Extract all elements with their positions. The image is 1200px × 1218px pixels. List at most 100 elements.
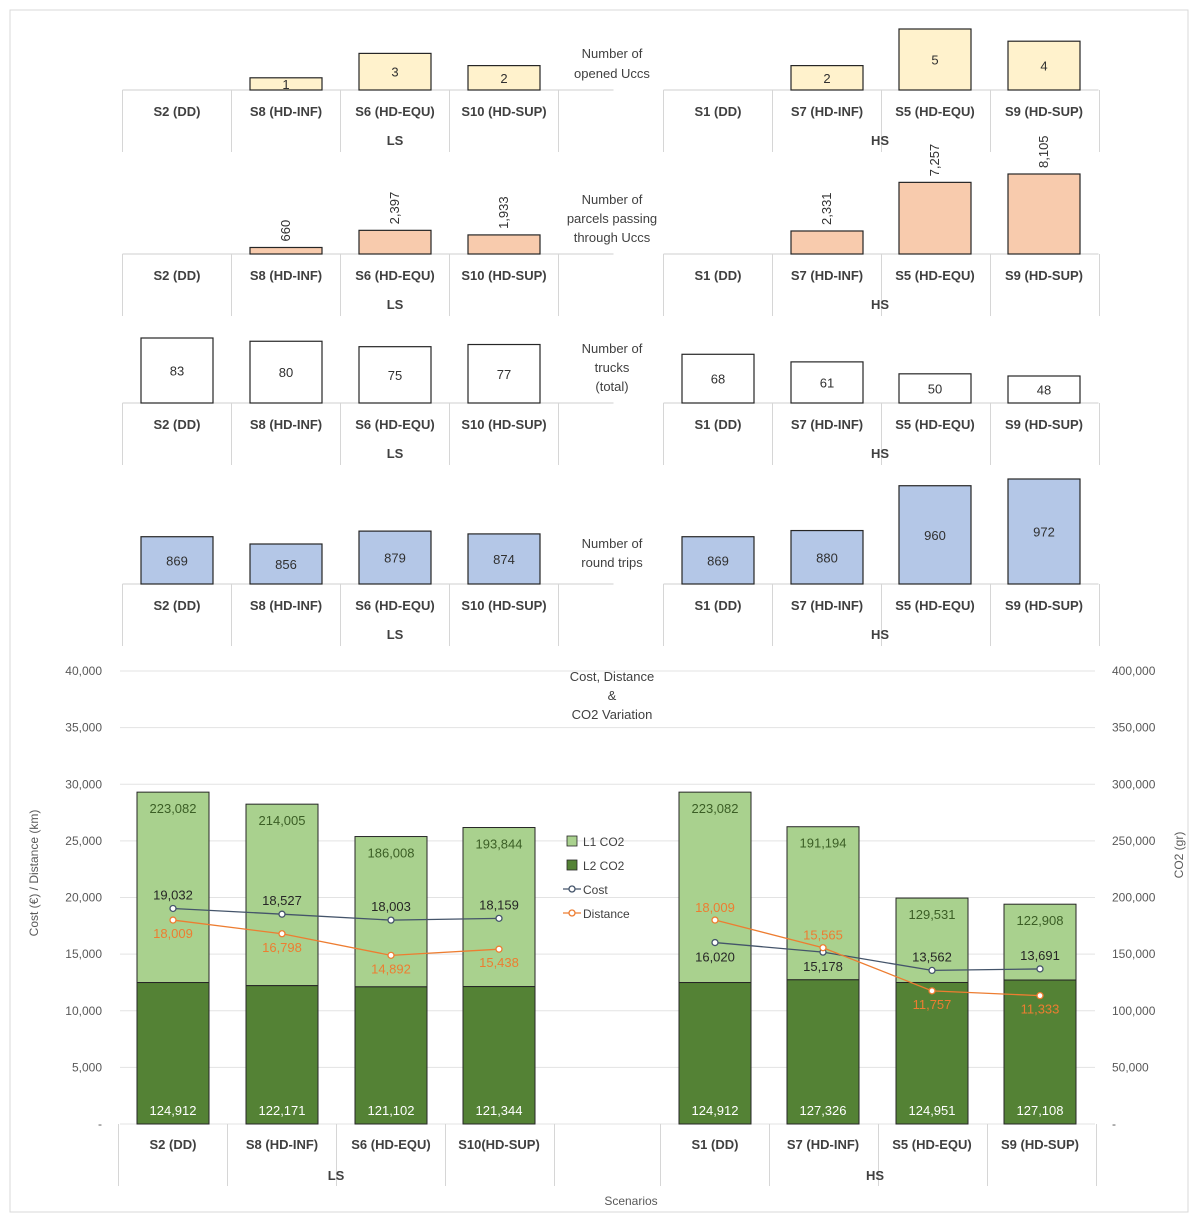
- series-line-distance: [172, 919, 500, 957]
- bar-label-l2: 122,171: [259, 1103, 306, 1118]
- data-label: 50: [928, 381, 942, 396]
- bar-label-l1: 122,908: [1017, 913, 1064, 928]
- data-label: 3: [391, 65, 398, 80]
- bar-l2-co2: [136, 982, 210, 1125]
- category-label: S7 (HD-INF): [791, 104, 863, 119]
- data-label-cost: 13,691: [1020, 948, 1060, 963]
- panel-title: Number of: [582, 46, 643, 61]
- category-label: S8 (HD-INF): [250, 104, 322, 119]
- bar: [790, 64, 864, 91]
- bar-l1-co2: [136, 791, 210, 984]
- category-label: S5 (HD-EQU): [895, 598, 974, 613]
- data-label-distance: 16,798: [262, 940, 302, 955]
- y-tick-label: 30,000: [65, 777, 102, 791]
- category-label: S8 (HD-INF): [246, 1137, 318, 1152]
- data-label: 856: [275, 557, 297, 572]
- legend-label: L1 CO2: [583, 835, 625, 849]
- bar: [1007, 375, 1081, 404]
- series-point-distance: [711, 916, 719, 924]
- y2-tick-label: 300,000: [1112, 777, 1156, 791]
- category-label: S2 (DD): [154, 598, 201, 613]
- category-label: S9 (HD-SUP): [1005, 417, 1083, 432]
- series-point-distance: [495, 945, 503, 953]
- category-label: S5 (HD-EQU): [895, 268, 974, 283]
- bar-l2-co2: [1003, 979, 1077, 1125]
- legend-swatch: [566, 859, 578, 871]
- bar: [1007, 478, 1081, 585]
- panel-title: Number of: [582, 341, 643, 356]
- y-tick-label: 10,000: [65, 1004, 102, 1018]
- legend-swatch-marker: [568, 885, 576, 893]
- series-point-distance: [169, 916, 177, 924]
- data-label: 2: [823, 71, 830, 86]
- category-label: S9 (HD-SUP): [1005, 104, 1083, 119]
- bar-label-l1: 223,082: [150, 801, 197, 816]
- bar: [140, 536, 214, 585]
- bar-l2-co2: [245, 985, 319, 1125]
- category-label: S10 (HD-SUP): [461, 104, 546, 119]
- group-label: HS: [871, 133, 889, 148]
- bar: [898, 485, 972, 585]
- category-label: S1 (DD): [695, 104, 742, 119]
- bar-label-l1: 214,005: [259, 813, 306, 828]
- legend-swatch-marker: [568, 909, 576, 917]
- y2-axis-title: CO2 (gr): [1172, 832, 1186, 879]
- bar-label-l2: 127,108: [1017, 1103, 1064, 1118]
- data-label: 2,397: [387, 192, 402, 225]
- series-point-distance: [387, 951, 395, 959]
- data-label: 77: [497, 367, 511, 382]
- data-label-cost: 15,178: [803, 959, 843, 974]
- category-label: S6 (HD-EQU): [355, 268, 434, 283]
- legend-swatch: [566, 835, 578, 847]
- category-label: S6 (HD-EQU): [355, 104, 434, 119]
- category-label: S6 (HD-EQU): [355, 598, 434, 613]
- data-label: 972: [1033, 525, 1055, 540]
- data-label-cost: 18,159: [479, 897, 519, 912]
- bar-label-l2: 121,344: [476, 1103, 523, 1118]
- bar-label-l2: 127,326: [800, 1103, 847, 1118]
- data-label-cost: 19,032: [153, 887, 193, 902]
- category-label: S10 (HD-SUP): [461, 268, 546, 283]
- bar: [467, 234, 541, 255]
- data-label: 1: [282, 77, 289, 92]
- category-label: S10 (HD-SUP): [461, 417, 546, 432]
- y-tick-label: 20,000: [65, 891, 102, 905]
- data-label-cost: 16,020: [695, 950, 735, 965]
- panel-title: round trips: [581, 555, 643, 570]
- data-label: 660: [278, 220, 293, 242]
- category-label: S5 (HD-EQU): [892, 1137, 971, 1152]
- category-label: S7 (HD-INF): [791, 417, 863, 432]
- bar: [790, 361, 864, 404]
- chart-title: &: [608, 688, 617, 703]
- bar-l2-co2: [462, 986, 536, 1125]
- data-label-cost: 18,527: [262, 893, 302, 908]
- group-label: HS: [866, 1168, 884, 1183]
- data-label-distance: 15,438: [479, 955, 519, 970]
- bar-l2-co2: [678, 982, 752, 1125]
- y-tick-label: 40,000: [65, 664, 102, 678]
- data-label: 61: [820, 375, 834, 390]
- data-label: 869: [707, 553, 729, 568]
- y2-tick-label: 400,000: [1112, 664, 1156, 678]
- series-point-distance: [928, 987, 936, 995]
- bar-label-l1: 223,082: [692, 801, 739, 816]
- bar: [358, 52, 432, 91]
- category-label: S5 (HD-EQU): [895, 104, 974, 119]
- data-label: 4: [1040, 59, 1047, 74]
- series-point-cost: [169, 904, 177, 913]
- category-label: S1 (DD): [695, 417, 742, 432]
- data-label: 5: [931, 53, 938, 68]
- panel-title: Number of: [582, 536, 643, 551]
- category-label: S8 (HD-INF): [250, 417, 322, 432]
- bar-label-l2: 121,102: [368, 1103, 415, 1118]
- category-label: S10(HD-SUP): [458, 1137, 540, 1152]
- category-label: S2 (DD): [154, 417, 201, 432]
- category-label: S1 (DD): [695, 598, 742, 613]
- category-label: S7 (HD-INF): [791, 268, 863, 283]
- bar: [1007, 40, 1081, 91]
- data-label-distance: 14,892: [371, 961, 411, 976]
- category-label: S5 (HD-EQU): [895, 417, 974, 432]
- category-label: S9 (HD-SUP): [1005, 598, 1083, 613]
- data-label: 880: [816, 550, 838, 565]
- bar-label-l2: 124,951: [909, 1103, 956, 1118]
